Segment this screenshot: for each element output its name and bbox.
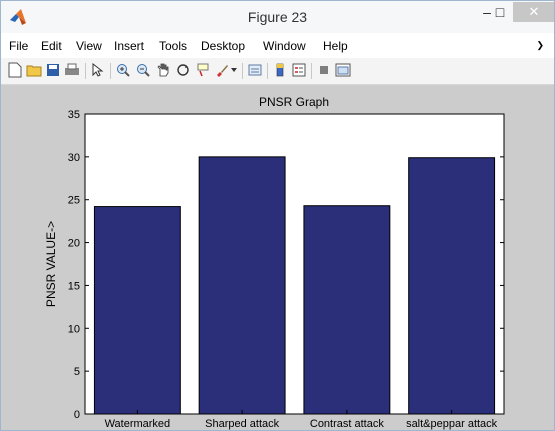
zoom-out-icon[interactable] <box>135 62 151 78</box>
toolbar-separator <box>311 63 312 79</box>
show-plot-tools-icon[interactable] <box>335 62 351 78</box>
bar <box>93 206 181 415</box>
y-tick-label: 25 <box>68 195 80 207</box>
menu-window[interactable]: Window <box>263 39 306 53</box>
colorbar-icon[interactable] <box>272 62 288 78</box>
toolbar-separator <box>242 63 243 79</box>
toolbar-separator <box>110 63 111 79</box>
bar <box>303 205 391 415</box>
y-tick-label: 20 <box>68 238 80 250</box>
toolbar-separator <box>267 63 268 79</box>
window-title: Figure 23 <box>247 9 308 25</box>
link-plot-icon[interactable] <box>247 62 263 78</box>
matlab-logo-icon <box>10 9 26 25</box>
hide-plot-tools-icon[interactable] <box>316 62 332 78</box>
x-tick-label: Contrast attack <box>310 418 384 430</box>
y-tick-label: 0 <box>74 409 80 421</box>
menu-view[interactable]: View <box>76 39 102 53</box>
open-file-icon[interactable] <box>26 62 42 78</box>
menu-file[interactable]: File <box>9 39 29 53</box>
figure-toolbar <box>1 58 554 85</box>
y-tick-label: 15 <box>68 280 80 292</box>
brush-dropdown-icon[interactable] <box>230 62 238 78</box>
maximize-button[interactable]: □ <box>487 1 513 23</box>
menu-bar: File Edit View Insert Tools Desktop Wind… <box>1 35 554 57</box>
menu-tools[interactable]: Tools <box>159 39 188 53</box>
menu-edit[interactable]: Edit <box>41 39 62 53</box>
menu-desktop[interactable]: Desktop <box>201 39 246 53</box>
menu-help[interactable]: Help <box>323 39 348 53</box>
y-tick-label: 35 <box>68 109 80 121</box>
y-axis-label: PNSR VALUE-> <box>44 221 58 307</box>
maximize-icon: □ <box>495 4 505 20</box>
x-tick-label: salt&peppar attack <box>406 418 498 430</box>
bar <box>408 157 496 415</box>
legend-icon[interactable] <box>291 62 307 78</box>
y-tick-label: 30 <box>68 152 80 164</box>
save-icon[interactable] <box>45 62 61 78</box>
zoom-in-icon[interactable] <box>115 62 131 78</box>
print-icon[interactable] <box>64 62 80 78</box>
chart-title: PNSR Graph <box>259 95 329 109</box>
y-tick-label: 5 <box>74 366 80 378</box>
minimize-icon: – <box>483 4 491 20</box>
new-figure-icon[interactable] <box>7 62 23 78</box>
menu-insert[interactable]: Insert <box>114 39 145 53</box>
menu-overflow-icon[interactable]: ❯ <box>536 40 544 50</box>
axes-box <box>84 113 505 415</box>
rotate-3d-icon[interactable] <box>175 62 191 78</box>
figure-canvas: PNSR Graph 0 5 10 15 20 25 30 35 Watermarked Sha… <box>1 85 554 430</box>
close-button[interactable]: ✕ <box>513 2 554 22</box>
bar <box>198 156 286 415</box>
toolbar-separator <box>85 63 86 79</box>
x-tick-label: Sharped attack <box>205 418 279 430</box>
title-bar[interactable]: Figure 23 – □ ✕ <box>1 1 554 33</box>
y-tick-label: 10 <box>68 323 80 335</box>
pointer-icon[interactable] <box>90 62 106 78</box>
pan-icon[interactable] <box>155 62 171 78</box>
brush-icon[interactable] <box>214 62 230 78</box>
bar-chart: PNSR Graph 0 5 10 15 20 25 30 35 Watermarked Sha… <box>44 95 505 430</box>
data-cursor-icon[interactable] <box>195 62 211 78</box>
minimize-button[interactable]: – <box>471 1 503 23</box>
x-tick-label: Watermarked <box>105 418 171 430</box>
close-icon: ✕ <box>528 4 540 19</box>
